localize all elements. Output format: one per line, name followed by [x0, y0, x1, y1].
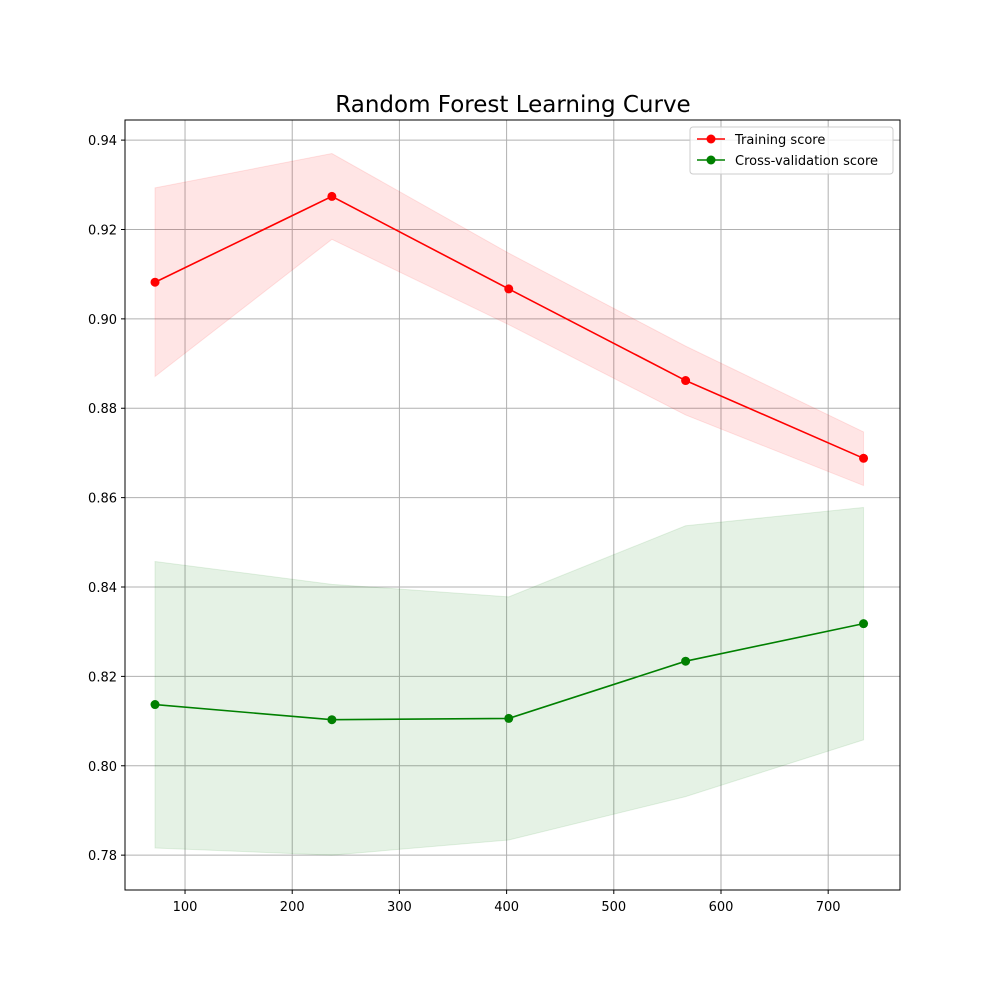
- x-tick-label: 500: [601, 900, 626, 915]
- plot-frame: [124, 119, 901, 891]
- y-tick-label: 0.78: [88, 849, 117, 864]
- data-point: [504, 284, 514, 294]
- y-tick-label: 0.84: [88, 581, 117, 596]
- data-point: [859, 453, 869, 463]
- legend-entry: Cross-validation score: [735, 154, 878, 169]
- legend-entry: Training score: [734, 133, 825, 148]
- data-point: [681, 376, 691, 386]
- x-tick-label: 200: [280, 900, 305, 915]
- y-tick-label: 0.94: [88, 134, 117, 149]
- y-tick-label: 0.90: [88, 313, 117, 328]
- x-axis: 100 200 300 400 500 600 700: [173, 890, 841, 915]
- y-tick-label: 0.82: [88, 670, 117, 685]
- x-tick-label: 400: [494, 900, 519, 915]
- data-point: [150, 700, 160, 710]
- series-points: [150, 191, 869, 725]
- data-point: [504, 713, 514, 723]
- chart-title: Random Forest Learning Curve: [335, 92, 690, 118]
- x-tick-label: 600: [709, 900, 734, 915]
- x-tick-label: 100: [173, 900, 198, 915]
- data-point: [327, 191, 337, 201]
- data-point: [327, 715, 337, 725]
- confidence-band-1: [154, 506, 865, 856]
- grid: [125, 120, 900, 890]
- legend-marker: [706, 155, 716, 165]
- confidence-band-0: [154, 152, 865, 487]
- legend: Training score Cross-validation score: [689, 126, 894, 175]
- confidence-bands: [154, 152, 865, 856]
- x-tick-label: 700: [816, 900, 841, 915]
- legend-box: [689, 126, 894, 175]
- y-axis: 0.78 0.80 0.82 0.84 0.86 0.88 0.90 0.92 0.94: [88, 134, 125, 864]
- data-point: [859, 619, 869, 629]
- x-tick-label: 300: [387, 900, 412, 915]
- y-tick-label: 0.92: [88, 223, 117, 238]
- y-tick-label: 0.88: [88, 402, 117, 417]
- y-tick-label: 0.80: [88, 760, 117, 775]
- data-point: [681, 656, 691, 666]
- y-tick-label: 0.86: [88, 492, 117, 507]
- legend-marker: [706, 134, 716, 144]
- data-point: [150, 277, 160, 287]
